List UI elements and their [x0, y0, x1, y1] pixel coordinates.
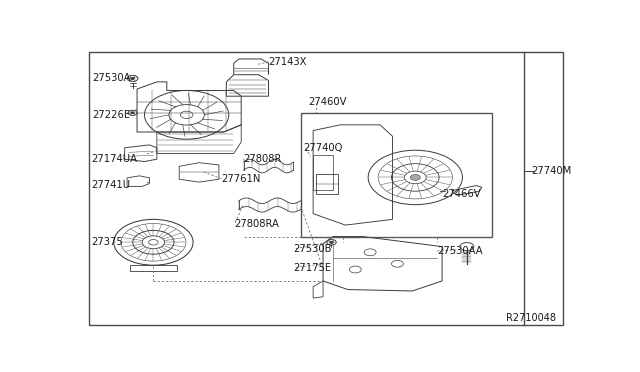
Text: 27741U: 27741U	[91, 180, 130, 190]
Bar	[301, 113, 492, 237]
Text: 27174UA: 27174UA	[91, 154, 137, 164]
Text: 27175E: 27175E	[293, 263, 332, 273]
Text: 27530A: 27530A	[92, 73, 131, 83]
Text: 27761N: 27761N	[221, 174, 260, 184]
Text: R2710048: R2710048	[506, 313, 556, 323]
Text: 27530B: 27530B	[293, 244, 332, 254]
Text: 27740M: 27740M	[531, 166, 572, 176]
Circle shape	[131, 77, 135, 80]
Text: 27466V: 27466V	[442, 189, 481, 199]
Text: 27143X: 27143X	[269, 57, 307, 67]
Text: 27226E: 27226E	[92, 110, 131, 120]
Text: 27808R: 27808R	[244, 154, 282, 164]
Text: 27530AA: 27530AA	[437, 246, 483, 256]
Circle shape	[131, 112, 134, 114]
Text: 27375: 27375	[91, 237, 123, 247]
Circle shape	[330, 241, 333, 243]
Bar	[313, 155, 333, 190]
Text: 27740Q: 27740Q	[303, 143, 342, 153]
Circle shape	[410, 174, 420, 180]
Text: 27808RA: 27808RA	[234, 219, 278, 229]
Text: 27460V: 27460V	[308, 97, 347, 107]
